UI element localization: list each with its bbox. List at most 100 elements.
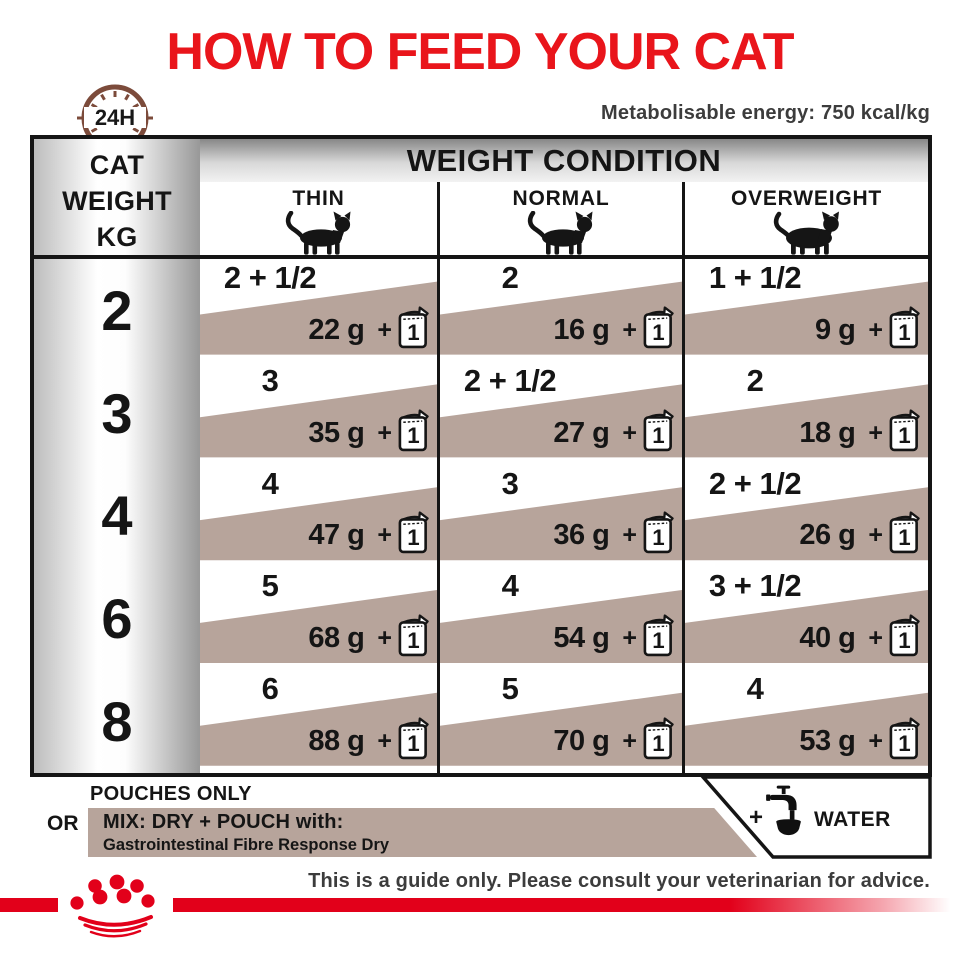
pouch-icon: 1	[398, 717, 429, 760]
meal-line: 36 g + 1	[553, 511, 675, 558]
pouch-count: 6	[261, 671, 279, 707]
plus-sign: +	[622, 521, 637, 550]
pouch-icon: 1	[643, 614, 674, 657]
cell-6kg-normal: 4 54 g + 1	[440, 567, 685, 671]
meal-line: 68 g + 1	[308, 614, 430, 661]
svg-text:1: 1	[652, 526, 664, 551]
mix-title: MIX: DRY + POUCH with:	[103, 811, 344, 833]
brand-stripe	[0, 898, 960, 912]
water-tap-icon	[766, 785, 801, 836]
table-row: 6 88 g + 1 5 70 g + 1	[200, 670, 928, 773]
weight-header-line2: WEIGHT	[62, 186, 172, 216]
svg-text:1: 1	[407, 423, 419, 448]
meal-line: 22 g + 1	[308, 306, 430, 353]
svg-text:1: 1	[898, 731, 910, 756]
pouch-icon: 1	[643, 408, 674, 451]
meal-line: 47 g + 1	[308, 511, 430, 558]
meal-line: 88 g + 1	[308, 717, 430, 764]
meal-line: 26 g + 1	[799, 511, 921, 558]
plus-sign: +	[377, 418, 392, 447]
weight-header-line1: CAT	[89, 150, 145, 180]
meal-line: 40 g + 1	[799, 614, 921, 661]
plus-sign: +	[377, 624, 392, 653]
svg-text:1: 1	[652, 423, 664, 448]
weight-column-header: CAT WEIGHT KG	[34, 147, 200, 255]
dry-grams: 54 g	[553, 622, 610, 655]
pouch-icon: 1	[398, 614, 429, 657]
brand-logo-box	[58, 866, 173, 946]
table-row: 2 + 1/2 22 g + 1 2 16 g + 1	[200, 259, 928, 362]
dry-grams: 9 g	[814, 313, 856, 346]
cell-2kg-overweight: 1 + 1/2 9 g + 1	[685, 259, 928, 362]
cell-3kg-overweight: 2 18 g + 1	[685, 362, 928, 465]
meal-line: 16 g + 1	[553, 306, 675, 353]
meal-line: 54 g + 1	[553, 614, 675, 661]
svg-text:1: 1	[652, 731, 664, 756]
dry-grams: 53 g	[799, 724, 856, 757]
ration-grid: 2 + 1/2 22 g + 1 2 16 g + 1	[200, 259, 928, 773]
pouch-icon: 1	[398, 306, 429, 349]
condition-header-band: WEIGHT CONDITION	[200, 139, 928, 182]
cell-3kg-thin: 3 35 g + 1	[200, 361, 440, 465]
pouch-count: 2 + 1/2	[223, 260, 317, 295]
dry-grams: 16 g	[553, 313, 610, 346]
pouch-icon: 1	[643, 306, 674, 349]
svg-text:1: 1	[898, 628, 910, 653]
thin-label: THIN	[292, 187, 345, 210]
meal-line: 9 g + 1	[814, 306, 921, 353]
pouch-count: 2	[501, 260, 519, 295]
weight-4: 4	[101, 484, 133, 548]
pouches-only-label: POUCHES ONLY	[90, 783, 252, 805]
svg-text:1: 1	[407, 628, 419, 653]
meal-line: 35 g + 1	[308, 408, 430, 456]
dry-grams: 68 g	[308, 622, 365, 655]
cell-4kg-normal: 3 36 g + 1	[440, 464, 685, 568]
cell-8kg-thin: 6 88 g + 1	[200, 670, 440, 773]
cell-4kg-overweight: 2 + 1/2 26 g + 1	[685, 465, 928, 568]
pouch-count: 4	[261, 465, 279, 501]
cell-8kg-overweight: 4 53 g + 1	[685, 670, 928, 773]
cell-6kg-thin: 5 68 g + 1	[200, 567, 440, 671]
pouch-count: 3	[261, 362, 279, 398]
pouch-count: 5	[261, 568, 279, 604]
plus-sign: +	[622, 726, 637, 755]
table-row: 4 47 g + 1 3 36 g + 1	[200, 464, 928, 568]
plus-sign: +	[868, 418, 883, 447]
mix-product: Gastrointestinal Fibre Response Dry	[103, 836, 390, 854]
svg-text:1: 1	[898, 320, 910, 345]
page-title: HOW TO FEED YOUR CAT	[166, 23, 794, 81]
overweight-cat-icon	[769, 211, 845, 255]
weight-6: 6	[101, 587, 133, 651]
weight-column-bg	[34, 139, 200, 773]
pouch-count: 1 + 1/2	[708, 260, 802, 295]
column-overweight: OVERWEIGHT	[685, 182, 928, 255]
meal-line: 27 g + 1	[553, 408, 675, 456]
plus-sign: +	[377, 315, 392, 344]
cell-4kg-thin: 4 47 g + 1	[200, 464, 440, 568]
dry-grams: 35 g	[308, 416, 365, 449]
disclaimer: This is a guide only. Please consult you…	[308, 870, 930, 892]
table-row: 3 35 g + 1 2 + 1/2 27 g + 1	[200, 361, 928, 465]
svg-text:1: 1	[407, 731, 419, 756]
pouch-icon: 1	[889, 408, 920, 451]
thin-cat-icon	[283, 211, 355, 255]
pouch-icon: 1	[889, 511, 920, 554]
svg-text:1: 1	[652, 628, 664, 653]
plus-sign: +	[868, 726, 883, 755]
plus-sign: +	[377, 521, 392, 550]
meal-line: 18 g + 1	[799, 408, 921, 456]
dry-grams: 27 g	[553, 416, 610, 449]
feeding-table: WEIGHT CONDITION CAT WEIGHT KG THIN NORM…	[30, 135, 932, 777]
cell-8kg-normal: 5 70 g + 1	[440, 670, 685, 773]
plus-sign: +	[622, 624, 637, 653]
header-divider	[34, 255, 928, 259]
weight-2: 2	[101, 278, 133, 342]
dry-grams: 26 g	[799, 519, 856, 552]
svg-text:1: 1	[898, 423, 910, 448]
dry-grams: 18 g	[799, 416, 856, 449]
energy-note: Metabolisable energy: 750 kcal/kg	[601, 102, 930, 124]
water-label: WATER	[814, 808, 891, 831]
24h-clock-icon: 24H	[77, 84, 153, 138]
meal-line: 70 g + 1	[553, 717, 675, 764]
